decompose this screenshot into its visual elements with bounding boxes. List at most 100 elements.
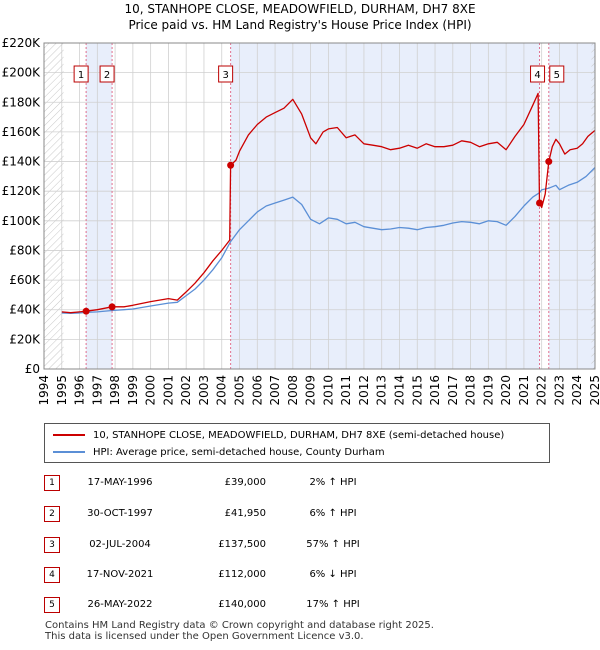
sale-point xyxy=(227,161,235,169)
y-tick-label: £0 xyxy=(25,362,40,376)
sale-point xyxy=(108,303,116,311)
sale-label: 1 xyxy=(78,70,84,81)
shaded-region xyxy=(230,43,540,369)
x-tick-label: 2002 xyxy=(179,375,193,406)
hpi-line xyxy=(61,167,596,315)
y-tick-label: £180K xyxy=(2,95,42,109)
x-tick-label: 2011 xyxy=(339,375,353,406)
hatched-region xyxy=(591,43,595,369)
y-tick-label: £100K xyxy=(2,214,42,228)
sale-label: 3 xyxy=(222,70,228,81)
transaction-price: £112,000 xyxy=(218,569,266,580)
x-tick-label: 2015 xyxy=(410,375,424,406)
footer-license: This data is licensed under the Open Gov… xyxy=(45,631,364,642)
sale-point xyxy=(545,158,553,166)
x-tick-label: 2014 xyxy=(392,375,406,406)
x-tick-label: 2013 xyxy=(375,375,389,406)
transaction-price: £140,000 xyxy=(218,599,266,610)
sale-label-box xyxy=(73,65,89,83)
transaction-date: 02-JUL-2004 xyxy=(89,539,151,550)
plot-border xyxy=(43,42,596,370)
price-chart: £0 £20K £40K £60K £80K £100K £120K £140K £160K £1… xyxy=(2,36,600,406)
transaction-hpi: 57% ↑ HPI xyxy=(306,539,360,550)
legend-label-property: 10, STANHOPE CLOSE, MEADOWFIELD, DURHAM,… xyxy=(93,429,505,441)
x-tick-label: 2009 xyxy=(304,375,318,406)
y-tick-label: £160K xyxy=(2,125,42,139)
x-tick-label: 2006 xyxy=(250,375,264,406)
sale-label-box xyxy=(99,65,115,83)
x-tick-label: 2022 xyxy=(535,375,549,406)
shaded-region xyxy=(86,43,113,369)
x-tick-label: 2019 xyxy=(481,375,495,406)
footer: Contains HM Land Registry data © Crown c… xyxy=(45,620,434,642)
transaction-date: 17-MAY-1996 xyxy=(87,477,153,488)
transaction-row: 5 26-MAY-2022 £140,000 17% ↑ HPI xyxy=(0,597,600,617)
sale-label-box xyxy=(530,65,546,83)
y-tick-label: £40K xyxy=(9,303,41,317)
x-tick-label: 2000 xyxy=(144,375,158,406)
transaction-number: 5 xyxy=(44,597,60,613)
x-tick-label: 1998 xyxy=(108,375,122,406)
sale-label: 5 xyxy=(554,70,560,81)
y-tick-label: £140K xyxy=(2,155,42,169)
transaction-date: 17-NOV-2021 xyxy=(86,569,154,580)
sale-label: 2 xyxy=(104,70,110,81)
transaction-hpi: 17% ↑ HPI xyxy=(306,599,360,610)
legend-item-property: 10, STANHOPE CLOSE, MEADOWFIELD, DURHAM,… xyxy=(53,428,504,442)
x-tick-label: 2017 xyxy=(446,375,460,406)
x-tick-label: 2024 xyxy=(570,375,584,406)
legend: 10, STANHOPE CLOSE, MEADOWFIELD, DURHAM,… xyxy=(44,423,550,463)
x-tick-label: 1999 xyxy=(126,375,140,406)
legend-swatch-property xyxy=(53,434,85,436)
shaded-region xyxy=(548,43,595,369)
y-tick-label: £80K xyxy=(9,243,41,257)
property-price-line xyxy=(61,92,596,314)
x-tick-label: 2008 xyxy=(286,375,300,406)
x-tick-label: 2018 xyxy=(464,375,478,406)
sale-point xyxy=(536,199,544,207)
transaction-hpi: 2% ↑ HPI xyxy=(309,477,357,488)
transaction-hpi: 6% ↑ HPI xyxy=(309,508,357,519)
sale-label-box xyxy=(549,65,565,83)
transaction-number: 4 xyxy=(44,567,60,583)
transaction-row: 3 02-JUL-2004 £137,500 57% ↑ HPI xyxy=(0,537,600,557)
transaction-row: 1 17-MAY-1996 £39,000 2% ↑ HPI xyxy=(0,475,600,495)
x-tick-label: 1996 xyxy=(73,375,87,406)
chart-title-line2: Price paid vs. HM Land Registry's House … xyxy=(128,18,472,32)
transaction-number: 1 xyxy=(44,475,60,491)
y-tick-label: £220K xyxy=(2,36,42,50)
x-tick-label: 1995 xyxy=(55,375,69,406)
sale-label-box xyxy=(218,65,234,83)
x-tick-label: 2023 xyxy=(552,375,566,406)
transaction-date: 26-MAY-2022 xyxy=(87,599,153,610)
x-tick-label: 2003 xyxy=(197,375,211,406)
x-tick-label: 1994 xyxy=(37,375,51,406)
y-tick-label: £120K xyxy=(2,184,42,198)
x-tick-label: 2004 xyxy=(215,375,229,406)
transaction-date: 30-OCT-1997 xyxy=(87,508,153,519)
transaction-price: £39,000 xyxy=(224,477,266,488)
transaction-price: £137,500 xyxy=(218,539,266,550)
transaction-price: £41,950 xyxy=(224,508,266,519)
x-tick-label: 2025 xyxy=(588,375,600,406)
footer-copyright: Contains HM Land Registry data © Crown c… xyxy=(45,620,434,631)
sale-label: 4 xyxy=(534,70,540,81)
transaction-row: 2 30-OCT-1997 £41,950 6% ↑ HPI xyxy=(0,506,600,526)
x-tick-label: 2001 xyxy=(161,375,175,406)
y-tick-label: £60K xyxy=(9,273,41,287)
transaction-hpi: 6% ↓ HPI xyxy=(309,569,357,580)
legend-label-hpi: HPI: Average price, semi-detached house,… xyxy=(93,446,385,458)
x-tick-label: 2005 xyxy=(233,375,247,406)
x-tick-label: 2021 xyxy=(517,375,531,406)
legend-item-hpi: HPI: Average price, semi-detached house,… xyxy=(53,445,385,459)
x-tick-label: 2020 xyxy=(499,375,513,406)
legend-swatch-hpi xyxy=(53,451,85,453)
y-tick-label: £20K xyxy=(9,332,41,346)
x-tick-label: 1997 xyxy=(90,375,104,406)
x-tick-label: 2012 xyxy=(357,375,371,406)
transaction-number: 2 xyxy=(44,506,60,522)
hatched-region xyxy=(44,43,64,369)
x-tick-label: 2010 xyxy=(321,375,335,406)
x-tick-label: 2016 xyxy=(428,375,442,406)
chart-title-line1: 10, STANHOPE CLOSE, MEADOWFIELD, DURHAM,… xyxy=(124,2,476,16)
